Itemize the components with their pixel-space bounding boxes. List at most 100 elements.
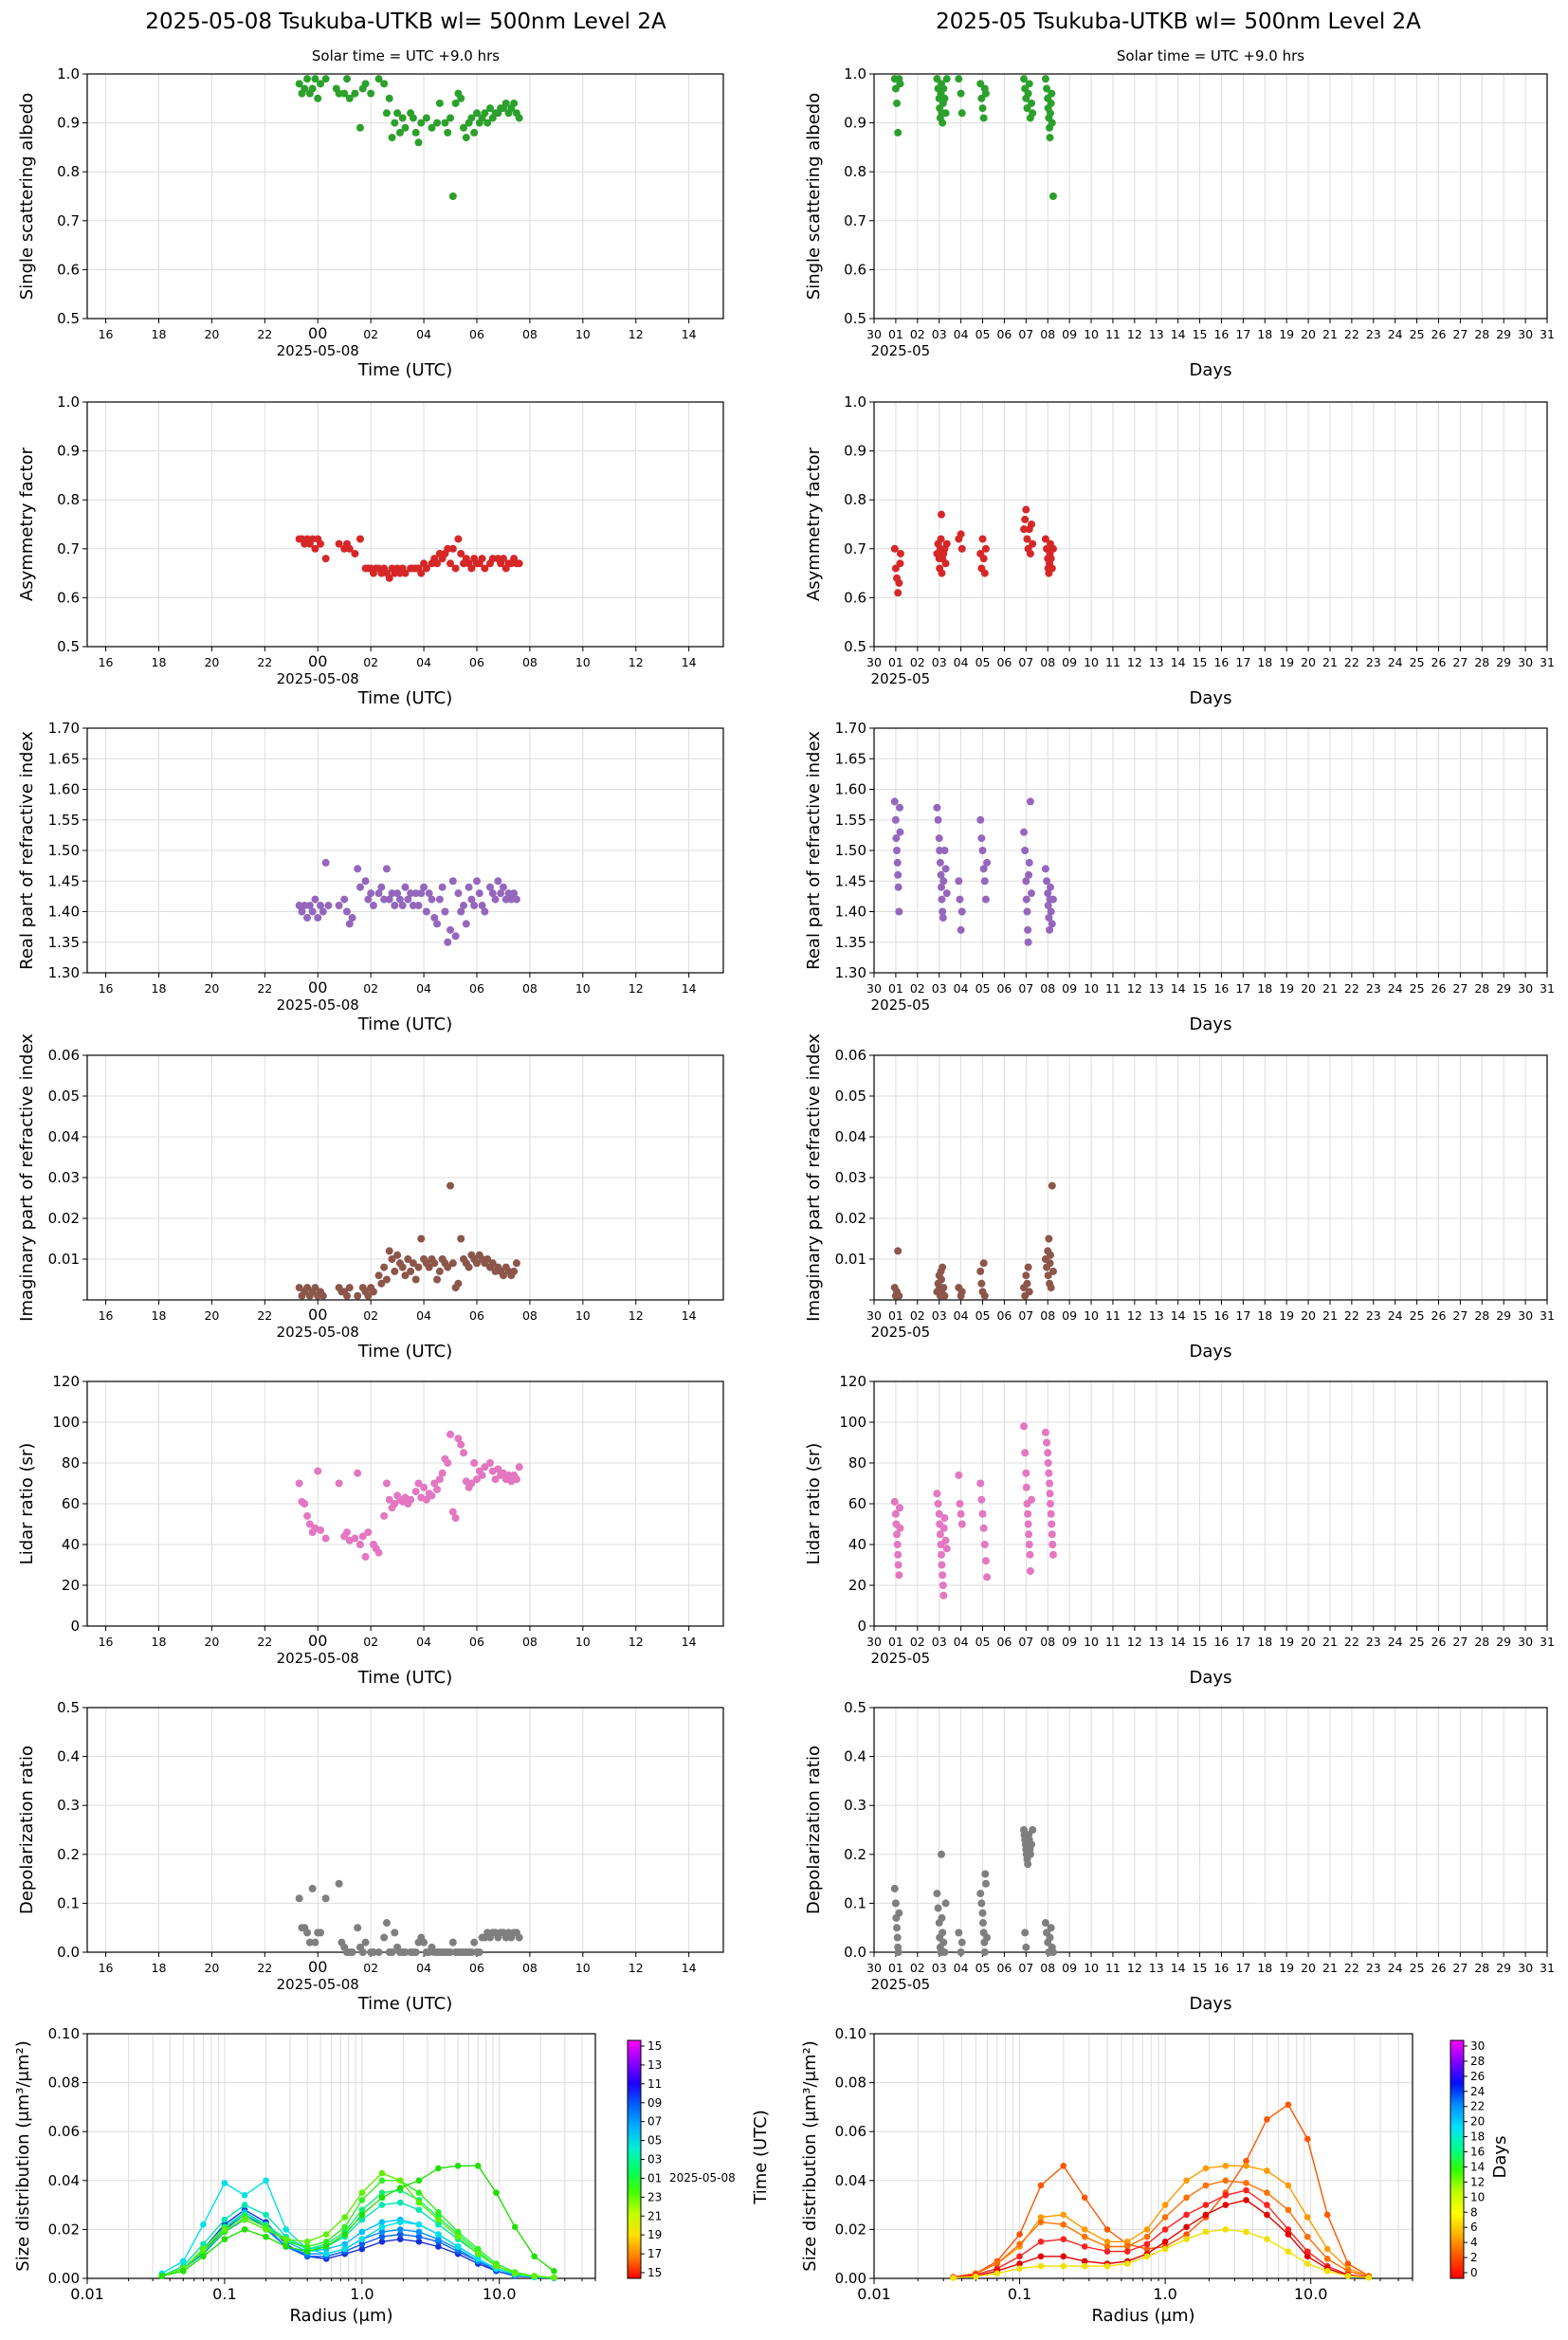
x-tick-label: 05 bbox=[975, 1961, 991, 1975]
data-point bbox=[411, 1488, 420, 1496]
x-tick-label: 17 bbox=[1235, 1961, 1250, 1975]
x-tick-label: 27 bbox=[1452, 1961, 1468, 1975]
data-point bbox=[414, 1479, 423, 1488]
y-tick-label: 1.30 bbox=[48, 964, 80, 981]
x-tick-label: 03 bbox=[932, 1961, 947, 1975]
series-point bbox=[303, 2248, 311, 2255]
x-tick-label: 24 bbox=[1388, 327, 1403, 341]
series-point bbox=[1202, 2211, 1210, 2219]
data-point bbox=[391, 902, 399, 910]
data-point bbox=[380, 80, 389, 88]
data-point bbox=[351, 549, 359, 558]
series-point bbox=[1243, 2197, 1249, 2203]
data-point bbox=[1046, 1490, 1054, 1498]
x-tick-label: 18 bbox=[1257, 1961, 1272, 1975]
data-point bbox=[460, 123, 468, 132]
data-point bbox=[369, 902, 377, 910]
colorbar-tick-label: 15 bbox=[647, 2039, 662, 2053]
data-point bbox=[1023, 535, 1031, 543]
data-point bbox=[447, 925, 455, 934]
x-tick-label: 00 bbox=[308, 652, 327, 670]
x-tick-label: 20 bbox=[204, 327, 219, 341]
data-point bbox=[470, 1938, 479, 1947]
series-point bbox=[474, 2256, 482, 2262]
data-point bbox=[512, 895, 520, 904]
x-tick-label: 03 bbox=[932, 981, 947, 996]
y-tick-label: 0.04 bbox=[835, 1128, 866, 1145]
data-point bbox=[1026, 1550, 1034, 1559]
y-tick-label: 1.65 bbox=[48, 750, 80, 767]
data-point bbox=[391, 1500, 399, 1508]
data-point bbox=[939, 84, 948, 93]
y-tick-label: 0.4 bbox=[57, 1748, 80, 1765]
data-point bbox=[941, 109, 950, 118]
data-point bbox=[481, 1463, 489, 1472]
data-point bbox=[467, 895, 476, 904]
data-point bbox=[1025, 1541, 1033, 1548]
series-point bbox=[378, 2194, 386, 2202]
data-point bbox=[420, 1483, 428, 1491]
y-tick-label: 1.0 bbox=[57, 393, 80, 411]
data-point bbox=[1046, 109, 1054, 118]
data-point bbox=[388, 889, 396, 898]
y-tick-label: 1.60 bbox=[835, 781, 866, 798]
data-point bbox=[957, 89, 965, 98]
data-point bbox=[374, 1548, 383, 1557]
data-point bbox=[422, 1495, 430, 1504]
y-tick-label: 0.08 bbox=[835, 2075, 866, 2092]
series-point bbox=[1344, 2273, 1352, 2279]
data-point bbox=[460, 902, 468, 910]
data-point bbox=[447, 114, 455, 122]
data-point bbox=[395, 128, 404, 137]
x-tick-label: 06 bbox=[469, 1961, 484, 1975]
colorbar-tick-label: 03 bbox=[647, 2153, 662, 2166]
series-point bbox=[1081, 2194, 1088, 2202]
data-point bbox=[938, 1913, 946, 1922]
data-point bbox=[467, 114, 476, 122]
x-tick-label: 14 bbox=[1171, 981, 1186, 996]
x-tick-label: 05 bbox=[975, 655, 991, 669]
data-point bbox=[1024, 1263, 1032, 1271]
series-point bbox=[221, 2236, 228, 2243]
data-point bbox=[305, 1938, 314, 1947]
x-tick-label: 26 bbox=[1431, 981, 1447, 996]
series-point bbox=[474, 2250, 482, 2258]
data-point bbox=[401, 1948, 410, 1956]
data-point bbox=[1048, 564, 1056, 573]
x-tick-label: 24 bbox=[1388, 655, 1403, 669]
x-tick-label: 10 bbox=[1084, 1308, 1099, 1323]
series-point bbox=[1264, 2189, 1270, 2196]
x-tick-label: 23 bbox=[1366, 655, 1381, 669]
x-tick-label: 30 bbox=[1518, 327, 1533, 341]
x-tick-label: 02 bbox=[910, 981, 925, 996]
x-tick-label: 0.1 bbox=[212, 2285, 236, 2303]
data-point bbox=[1024, 925, 1032, 934]
plot-frame bbox=[86, 1054, 724, 1301]
colorbar-tick-label: 19 bbox=[647, 2228, 662, 2241]
data-point bbox=[335, 902, 343, 910]
series-point bbox=[263, 2233, 269, 2240]
data-point bbox=[470, 128, 479, 137]
series-point bbox=[322, 2239, 330, 2245]
y-tick-label: 0.9 bbox=[844, 115, 866, 132]
series-point bbox=[1161, 2214, 1169, 2221]
x-date-label: 2025-05 bbox=[871, 1324, 931, 1341]
x-tick-label: 21 bbox=[1322, 327, 1338, 341]
data-point bbox=[1044, 902, 1052, 910]
x-tick-label: 29 bbox=[1496, 655, 1511, 669]
data-point bbox=[957, 1520, 966, 1528]
data-point bbox=[510, 99, 519, 107]
series-point bbox=[241, 2226, 248, 2233]
x-tick-label: 10 bbox=[1084, 1961, 1099, 1975]
data-point bbox=[345, 1284, 354, 1292]
series-point bbox=[415, 2233, 423, 2240]
series-point bbox=[1285, 2226, 1292, 2233]
data-point bbox=[937, 535, 945, 543]
y-tick-label: 0.5 bbox=[844, 638, 866, 655]
data-point bbox=[977, 1899, 986, 1908]
x-tick-label: 16 bbox=[99, 655, 114, 669]
x-tick-label: 23 bbox=[1366, 327, 1381, 341]
data-point bbox=[314, 94, 322, 102]
x-tick-label: 14 bbox=[682, 655, 697, 669]
plot-frame bbox=[873, 1380, 1548, 1627]
